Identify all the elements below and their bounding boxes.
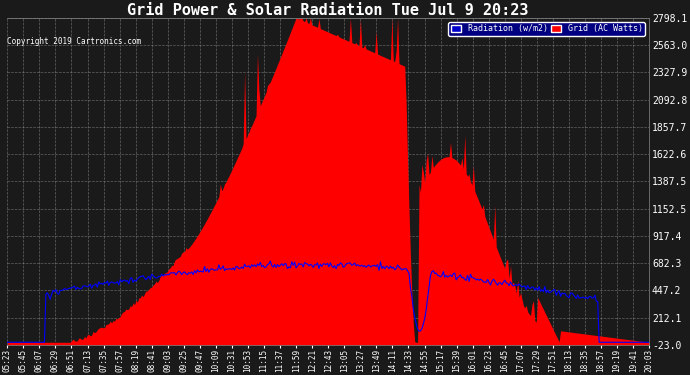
Text: Copyright 2019 Cartronics.com: Copyright 2019 Cartronics.com	[7, 38, 141, 46]
Title: Grid Power & Solar Radiation Tue Jul 9 20:23: Grid Power & Solar Radiation Tue Jul 9 2…	[128, 3, 529, 18]
Legend: Radiation (w/m2), Grid (AC Watts): Radiation (w/m2), Grid (AC Watts)	[448, 22, 645, 36]
